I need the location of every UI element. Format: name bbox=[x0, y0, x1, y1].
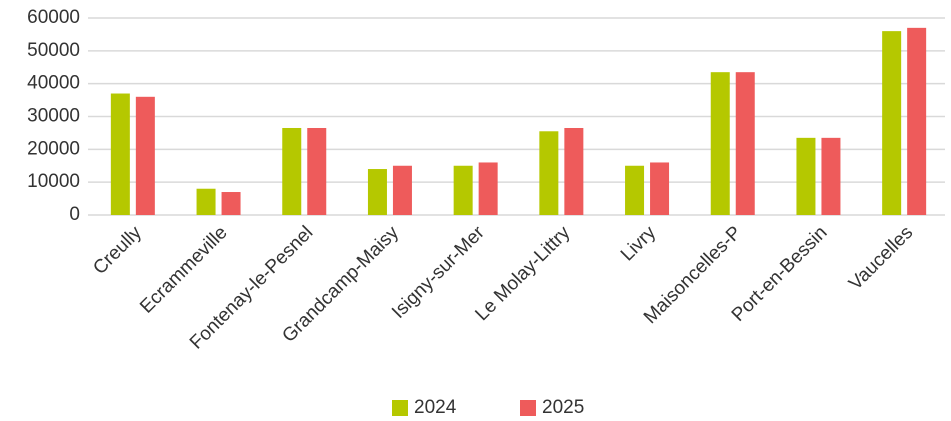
bar bbox=[135, 96, 155, 215]
y-tick-label: 50000 bbox=[27, 40, 80, 61]
bar bbox=[478, 162, 498, 215]
bar bbox=[367, 169, 387, 215]
bar bbox=[539, 131, 559, 215]
x-tick-label: Ecrammeville bbox=[136, 222, 231, 317]
legend-label: 2025 bbox=[542, 397, 584, 418]
bar bbox=[882, 31, 902, 216]
legend-swatch bbox=[392, 400, 408, 416]
bar bbox=[307, 127, 327, 215]
y-tick-label: 40000 bbox=[27, 73, 80, 94]
y-tick-label: 60000 bbox=[27, 7, 80, 28]
legend-label: 2024 bbox=[414, 397, 457, 418]
y-tick-label: 10000 bbox=[27, 171, 80, 192]
bar bbox=[196, 188, 216, 215]
y-tick-label: 30000 bbox=[27, 106, 80, 127]
bar bbox=[650, 162, 670, 215]
bar bbox=[710, 72, 730, 215]
x-tick-label: Livry bbox=[617, 222, 661, 266]
bar bbox=[735, 72, 755, 215]
bar bbox=[821, 137, 841, 215]
bar bbox=[221, 192, 241, 215]
bar bbox=[564, 127, 584, 215]
bar bbox=[392, 165, 412, 215]
bar bbox=[453, 165, 473, 215]
bar bbox=[282, 127, 302, 215]
y-tick-label: 20000 bbox=[27, 138, 80, 159]
bar bbox=[625, 165, 645, 215]
x-tick-label: Vaucelles bbox=[845, 222, 917, 294]
bar bbox=[907, 27, 927, 215]
y-tick-label: 0 bbox=[69, 204, 80, 225]
bar bbox=[110, 93, 130, 215]
legend-swatch bbox=[520, 400, 536, 416]
x-tick-label: Creully bbox=[89, 222, 146, 279]
bar bbox=[796, 137, 816, 215]
